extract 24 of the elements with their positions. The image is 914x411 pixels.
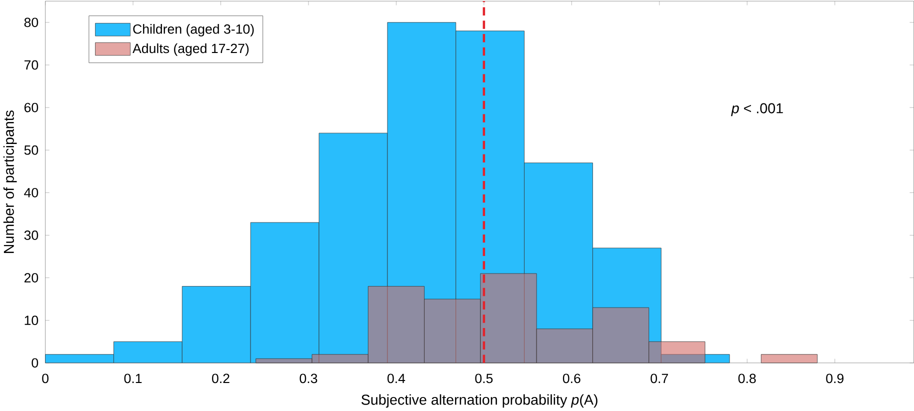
x-tick-label: 0.1	[124, 374, 142, 384]
y-tick-label: 80	[24, 18, 38, 28]
y-tick-label: 20	[24, 273, 38, 282]
x-tick-label: 0.4	[387, 374, 406, 384]
x-axis-title: Subjective alternation probability p(A)	[361, 394, 598, 408]
x-tick-label: 0.3	[300, 374, 318, 384]
y-tick-label: 50	[24, 145, 38, 155]
x-tick-label: 0.9	[826, 374, 844, 384]
x-tick-label: 0	[42, 374, 48, 384]
y-tick-label: 40	[24, 188, 38, 198]
y-tick-label: 60	[24, 102, 38, 112]
y-axis-title: Number of participants	[3, 110, 17, 253]
legend-label: Adults (aged 17-27)	[132, 43, 249, 56]
x-tick-label: 0.5	[475, 374, 493, 384]
y-tick-label: 10	[24, 316, 38, 326]
y-tick-label: 30	[24, 230, 38, 240]
y-tick-label: 70	[24, 60, 38, 70]
x-tick-label: 0.7	[650, 374, 668, 384]
x-tick-label: 0.8	[738, 374, 756, 384]
x-tick-label: 0.2	[212, 374, 230, 384]
annotation: p < .001	[731, 103, 783, 116]
x-tick-label: 0.6	[562, 374, 580, 384]
y-tick-label: 0	[32, 358, 38, 368]
legend-label: Children (aged 3-10)	[133, 24, 254, 36]
